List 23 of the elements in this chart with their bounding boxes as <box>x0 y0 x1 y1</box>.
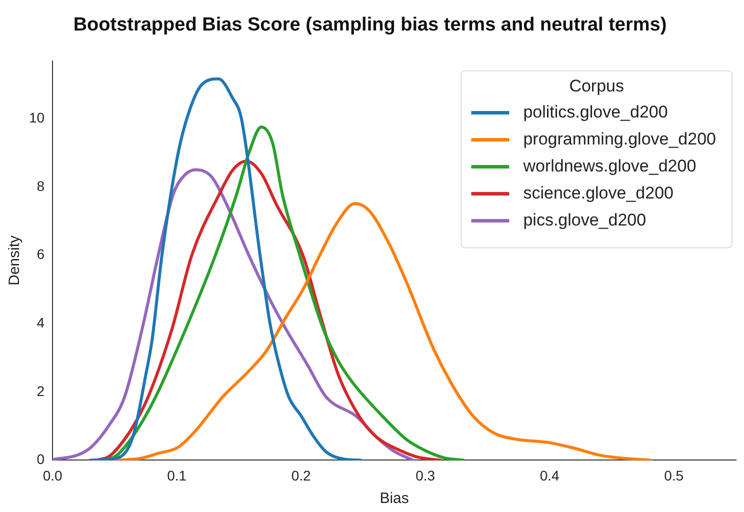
line-series <box>88 77 362 460</box>
y-tick-label: 8 <box>36 178 45 194</box>
y-axis-title: Density <box>6 235 24 286</box>
y-tick-label: 2 <box>36 382 45 399</box>
x-tick-label: 0.2 <box>291 467 312 484</box>
y-tick-label: 10 <box>28 110 45 126</box>
legend-label: pics.glove_d200 <box>523 210 646 230</box>
x-tick-label: 0.4 <box>540 467 560 484</box>
legend-label: politics.glove_d200 <box>523 102 668 122</box>
y-tick-label: 4 <box>36 314 45 331</box>
y-tick-label: 6 <box>36 246 45 262</box>
line-series <box>113 202 652 460</box>
legend-label: programming.glove_d200 <box>523 129 716 148</box>
x-tick-label: 0.3 <box>416 467 436 484</box>
x-tick-label: 0.1 <box>167 467 187 484</box>
x-tick-label: 0.5 <box>664 467 684 484</box>
legend-label: worldnews.glove_d200 <box>522 156 696 176</box>
y-tick-label: 0 <box>36 451 45 468</box>
x-tick-label: 0.0 <box>42 467 63 484</box>
legend-title: Corpus <box>569 76 624 96</box>
chart-title: Bootstrapped Bias Score (sampling bias terms and neutral terms) <box>73 14 667 36</box>
x-axis-title: Bias <box>380 490 409 508</box>
legend-label: science.glove_d200 <box>523 183 674 202</box>
